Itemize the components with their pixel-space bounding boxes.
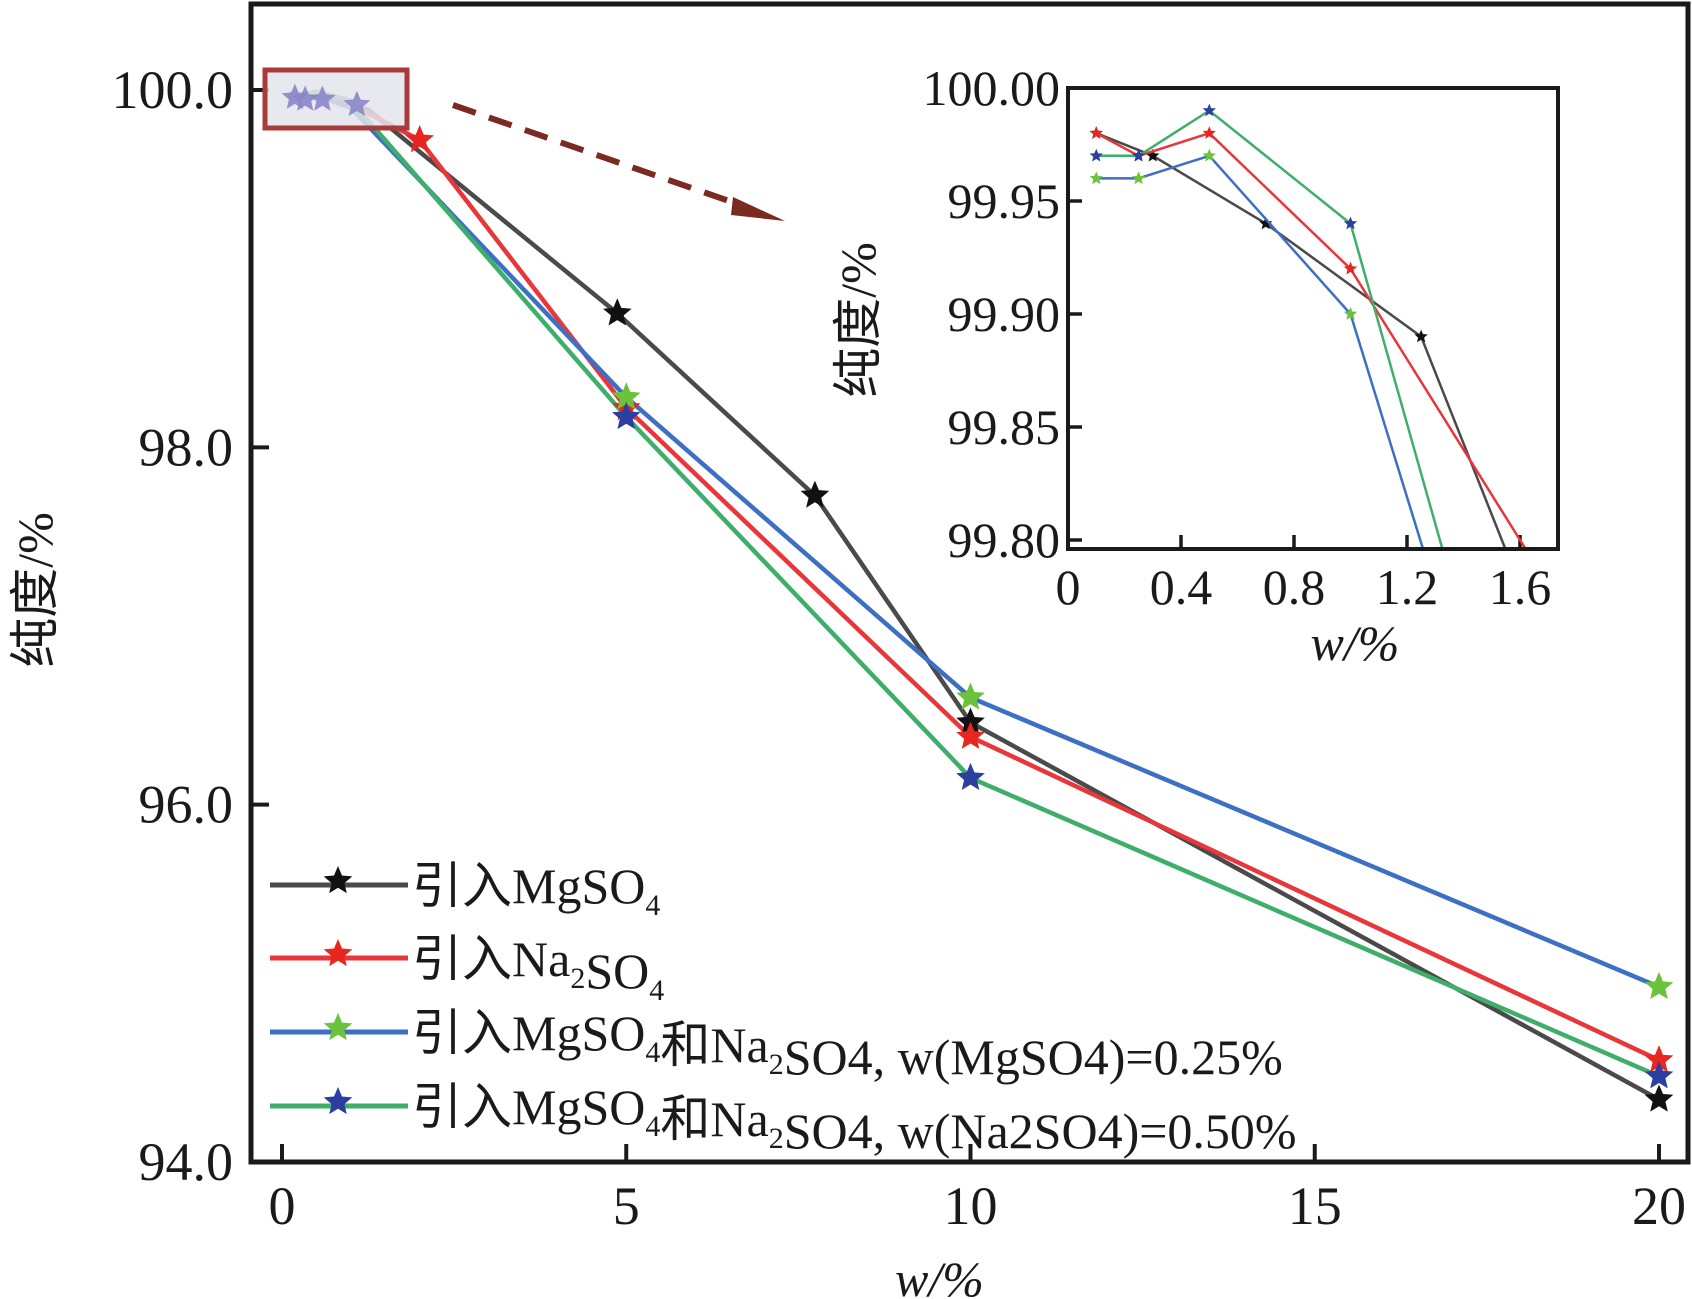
inset-data-point-marker <box>1202 103 1216 117</box>
legend-text-part: 引入MgSO <box>412 1005 645 1061</box>
data-point-marker <box>612 402 641 430</box>
x-tick-label: 0 <box>269 1176 296 1236</box>
legend-subscript: 4 <box>645 1110 660 1143</box>
legend-marker-3 <box>323 1087 353 1115</box>
legend-text-part: SO <box>581 858 645 914</box>
x-axis-title: w/% <box>895 1251 984 1299</box>
inset-data-point-marker <box>1132 148 1146 162</box>
inset-x-tick-label: 0 <box>1056 559 1081 615</box>
data-point-marker <box>1644 1061 1674 1089</box>
data-point-marker <box>1644 971 1674 999</box>
legend-label-2: 引入MgSO4和Na2SO4, w(MgSO4)=0.25% <box>412 1005 1283 1085</box>
inset-x-axis-title: w/% <box>1311 615 1400 671</box>
zoomed-marker <box>291 85 319 111</box>
legend-text-part: 和Na <box>660 1017 768 1073</box>
inset-chart: 0 0.4 0.8 1.2 1.6 99.80 99.85 99.90 99.95 100.00 w… <box>830 60 1560 671</box>
inset-data-point-marker <box>1343 261 1358 275</box>
inset-data-point-marker <box>1259 216 1273 230</box>
dashed-arrow-line <box>452 102 753 212</box>
legend-text-part: SO <box>585 943 649 999</box>
data-point-marker <box>603 298 632 326</box>
legend-subscript: 2 <box>769 1048 784 1081</box>
data-point-marker <box>405 125 434 153</box>
zoom-annotation <box>262 67 785 221</box>
inset-y-tick-label: 99.95 <box>948 173 1061 229</box>
data-point-marker <box>956 707 985 735</box>
inset-y-axis-title: 纯度/% <box>830 242 886 398</box>
data-point-marker <box>956 721 985 749</box>
inset-y-tick-label: 99.80 <box>948 512 1061 568</box>
data-point-marker <box>956 682 985 710</box>
inset-data-point-marker <box>1089 126 1103 139</box>
legend-marker-2 <box>323 1013 353 1041</box>
legend-subscript: 2 <box>769 1122 784 1155</box>
zoomed-marker <box>309 85 336 111</box>
legend-text-part: SO4, w(MgSO4)=0.25% <box>784 1029 1283 1085</box>
y-tick-label: 98.0 <box>139 417 234 477</box>
inset-data-point-marker <box>1132 171 1146 185</box>
legend-text-part: 引入MgSO <box>412 1079 645 1135</box>
legend-subscript: 4 <box>645 889 660 922</box>
inset-y-tick-label: 99.90 <box>948 286 1061 342</box>
y-tick-label: 94.0 <box>139 1132 234 1192</box>
y-tick-label: 96.0 <box>139 775 234 835</box>
inset-series <box>1089 103 1526 547</box>
inset-series-line-1 <box>1095 131 1526 547</box>
y-axis-title: 纯度/% <box>7 512 63 668</box>
legend-marker-1 <box>323 939 353 967</box>
data-point-marker <box>1644 1084 1674 1112</box>
inset-y-tick-label: 100.00 <box>923 60 1061 116</box>
data-point-marker <box>1644 1045 1674 1073</box>
x-tick-label: 10 <box>944 1176 998 1236</box>
inset-data-point-marker <box>1202 148 1216 162</box>
inset-data-point-marker <box>1202 126 1216 139</box>
inset-x-tick-label: 0.4 <box>1150 559 1213 615</box>
inset-data-point-marker <box>1146 148 1160 162</box>
legend-subscript: 2 <box>570 962 585 995</box>
legend-subscript: 4 <box>645 1036 660 1069</box>
legend-text-part: 引入Na <box>412 931 570 987</box>
data-point-marker <box>800 480 830 508</box>
legend-text-part: SO4, w(Na2SO4)=0.50% <box>784 1103 1297 1159</box>
legend-label-1: 引入Na2SO4 <box>412 931 664 1007</box>
zoomed-marker <box>343 90 371 116</box>
legend-label-0: 引入MgSO4 <box>412 858 660 922</box>
inset-data-point-marker <box>1343 216 1358 230</box>
x-tick-label: 20 <box>1632 1176 1686 1236</box>
legend-subscript: 4 <box>649 974 664 1007</box>
legend-marker-0 <box>323 866 353 894</box>
inset-y-tick-label: 99.85 <box>948 399 1061 455</box>
legend-label-3: 引入MgSO4和Na2SO4, w(Na2SO4)=0.50% <box>412 1079 1297 1159</box>
zoom-box <box>262 67 410 131</box>
legend-text-part: 和Na <box>660 1091 768 1147</box>
inset-data-point-marker <box>1089 171 1103 185</box>
inset-x-tick-label: 1.2 <box>1376 559 1439 615</box>
inset-x-tick-label: 1.6 <box>1489 559 1552 615</box>
x-tick-label: 15 <box>1288 1176 1342 1236</box>
inset-data-point-marker <box>1414 329 1428 343</box>
inset-x-tick-label: 0.8 <box>1263 559 1326 615</box>
inset-data-point-marker <box>1343 307 1358 320</box>
legend-text-part: 引入Mg <box>412 858 581 914</box>
data-point-marker <box>612 382 641 410</box>
y-tick-label: 100.0 <box>112 60 234 120</box>
data-point-marker <box>956 762 985 790</box>
inset-data-point-marker <box>1089 148 1103 162</box>
x-tick-label: 5 <box>613 1176 640 1236</box>
arrow-head-icon <box>731 197 785 221</box>
